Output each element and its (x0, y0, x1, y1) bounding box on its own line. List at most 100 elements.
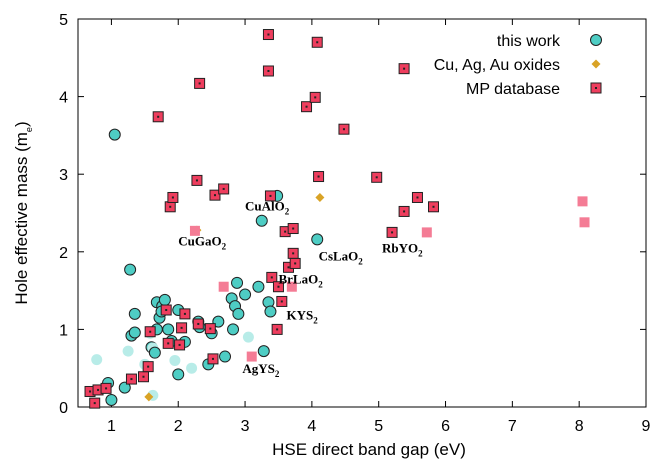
this-work-point (311, 233, 324, 246)
mp-database-point (176, 322, 188, 334)
mp-database-point (164, 201, 176, 213)
point-annotation: RbYO2 (382, 241, 423, 259)
this-work-point (148, 346, 161, 359)
mp-database-point (286, 281, 297, 292)
mp-database-point (287, 223, 299, 235)
legend-item: this work (497, 33, 602, 50)
y-tick-label: 2 (59, 245, 68, 262)
point-annotations: CuAlO2 CuGaO2 CsLaO2 RbYO2 BrLaO2 KYS2 AgYS2 (178, 199, 423, 379)
legend-marker-circle (590, 34, 602, 46)
legend-item: Cu, Ag, Au oxides (434, 57, 601, 74)
mp-database-point (411, 191, 423, 203)
x-axis: 1 2 3 4 5 6 7 8 9 (107, 19, 651, 435)
mp-database-point (144, 326, 156, 338)
legend-label: MP database (466, 81, 560, 98)
this-work-point (122, 345, 134, 357)
x-tick-label: 6 (441, 418, 450, 435)
mp-database-point (100, 382, 112, 394)
mp-database-point (167, 191, 179, 203)
mp-database-point (398, 205, 410, 217)
mp-database-point (301, 101, 313, 113)
x-tick-label: 1 (107, 418, 116, 435)
mp-database-point (313, 171, 325, 183)
x-axis-label: HSE direct band gap (eV) (272, 440, 466, 459)
mp-database-point (160, 304, 172, 316)
this-work-point (91, 354, 103, 366)
this-work-point (186, 362, 198, 374)
point-annotation: KYS2 (286, 307, 318, 325)
plot-border (77, 18, 647, 408)
legend-marker-diamond (591, 59, 601, 69)
this-work-point (227, 323, 240, 336)
mp-database-point (428, 201, 440, 213)
mp-database-point (271, 323, 283, 335)
x-tick-label: 5 (374, 418, 383, 435)
mp-database-point (207, 353, 219, 365)
this-work-point (239, 288, 252, 301)
x-tick-label: 9 (642, 418, 651, 435)
mp-database-point (577, 196, 588, 207)
mp-database-point (191, 174, 203, 186)
mp-database-point (162, 337, 174, 349)
this-work-point (105, 394, 118, 407)
this-work-point (231, 276, 244, 289)
legend-marker-square (590, 82, 602, 94)
this-work-point (252, 280, 265, 293)
mp-database-point (311, 36, 323, 48)
mp-database-point (421, 227, 432, 238)
mp-database-point (179, 308, 191, 320)
point-annotation: BrLaO2 (278, 272, 323, 290)
this-work-point (124, 263, 137, 276)
y-tick-label: 4 (59, 90, 68, 107)
mp-database-point (218, 281, 229, 292)
mp-database-point (218, 183, 230, 195)
y-axis-label: Hole effective mass (me) (12, 121, 34, 304)
this-work-point (219, 350, 232, 363)
mp-database-point (204, 323, 216, 335)
legend-label: Cu, Ag, Au oxides (434, 57, 560, 74)
this-work-point (264, 305, 277, 318)
x-tick-label: 3 (241, 418, 250, 435)
oxide-point (315, 192, 325, 202)
y-tick-label: 3 (59, 167, 68, 184)
mp-database-point (371, 171, 383, 183)
legend-item: MP database (466, 81, 602, 98)
x-tick-label: 7 (508, 418, 517, 435)
mp-database-point (125, 373, 137, 385)
this-work-point (169, 354, 181, 366)
this-work-point (128, 326, 141, 339)
mp-database-point (137, 371, 149, 383)
mp-database-point (209, 189, 221, 201)
mp-database-point (386, 226, 398, 238)
legend-label: this work (497, 33, 561, 50)
mp-database-point (192, 318, 204, 330)
this-work-point (255, 214, 268, 227)
point-annotation: CuAlO2 (245, 199, 290, 217)
mp-database-point (287, 247, 299, 259)
y-tick-label: 1 (59, 322, 68, 339)
point-annotation: CuGaO2 (178, 234, 226, 252)
x-tick-label: 8 (575, 418, 584, 435)
mp-database-point (262, 29, 274, 41)
mp-database-point (142, 361, 154, 373)
this-work-point (158, 293, 171, 306)
mp-database-point (276, 295, 288, 307)
mp-database-point (289, 257, 301, 269)
point-annotation: AgYS2 (242, 361, 280, 379)
this-work-point (232, 307, 245, 320)
this-work-point (257, 345, 270, 358)
this-work-point (172, 368, 185, 381)
this-work-point (162, 323, 175, 336)
y-tick-label: 0 (59, 400, 68, 417)
y-axis: 0 1 2 3 4 5 (59, 12, 646, 417)
plot-frame (77, 18, 647, 408)
x-tick-label: 4 (307, 418, 316, 435)
mp-database-point (338, 123, 350, 135)
this-work-point (108, 128, 121, 141)
oxide-point (144, 392, 154, 402)
x-tick-label: 2 (174, 418, 183, 435)
mp-database-point (174, 339, 186, 351)
point-annotation: CsLaO2 (319, 248, 364, 266)
